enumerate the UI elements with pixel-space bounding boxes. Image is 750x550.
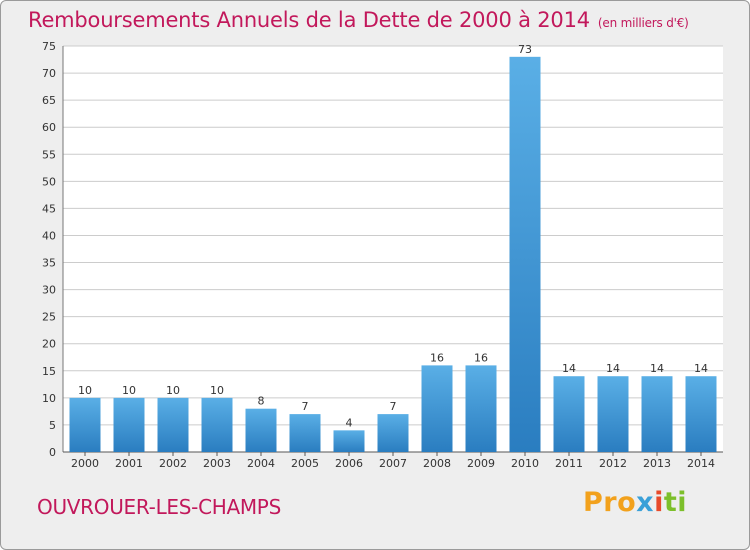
x-tick-label: 2004 — [247, 457, 275, 470]
data-label: 7 — [302, 400, 309, 413]
bar — [333, 430, 365, 452]
bar — [245, 408, 277, 452]
bar — [69, 397, 101, 452]
bar — [201, 397, 233, 452]
data-label: 7 — [390, 400, 397, 413]
bar — [465, 365, 497, 452]
y-tick-label: 15 — [42, 365, 56, 378]
x-tick-label: 2009 — [467, 457, 495, 470]
data-label: 14 — [650, 362, 664, 375]
data-label: 73 — [518, 43, 532, 56]
y-tick-label: 20 — [42, 338, 56, 351]
bar — [289, 414, 321, 452]
x-tick-label: 2012 — [599, 457, 627, 470]
chart-title: Remboursements Annuels de la Dette de 20… — [28, 8, 689, 32]
data-label: 4 — [346, 416, 353, 429]
y-tick-label: 30 — [42, 284, 56, 297]
x-tick-label: 2002 — [159, 457, 187, 470]
bar — [553, 376, 585, 452]
y-tick-label: 0 — [49, 446, 56, 459]
data-label: 8 — [258, 395, 265, 408]
x-tick-label: 2001 — [115, 457, 143, 470]
bar — [157, 397, 189, 452]
x-tick-label: 2000 — [71, 457, 99, 470]
x-tick-label: 2011 — [555, 457, 583, 470]
bar — [421, 365, 453, 452]
y-tick-label: 10 — [42, 392, 56, 405]
x-tick-label: 2013 — [643, 457, 671, 470]
data-label: 16 — [474, 351, 488, 364]
data-label: 10 — [166, 384, 180, 397]
x-tick-label: 2005 — [291, 457, 319, 470]
y-tick-label: 70 — [42, 67, 56, 80]
commune-name: OUVROUER-LES-CHAMPS — [37, 495, 281, 519]
x-tick-label: 2008 — [423, 457, 451, 470]
data-label: 14 — [606, 362, 620, 375]
data-label: 16 — [430, 351, 444, 364]
data-label: 10 — [210, 384, 224, 397]
proxiti-logo: Proxiti — [583, 487, 688, 518]
y-tick-label: 60 — [42, 121, 56, 134]
y-tick-label: 40 — [42, 229, 56, 242]
y-tick-label: 45 — [42, 202, 56, 215]
chart-subtitle: (en milliers d'€) — [597, 16, 689, 30]
y-tick-label: 65 — [42, 94, 56, 107]
bar — [685, 376, 717, 452]
y-tick-label: 75 — [42, 40, 56, 53]
x-tick-label: 2006 — [335, 457, 363, 470]
data-label: 14 — [562, 362, 576, 375]
y-tick-label: 50 — [42, 175, 56, 188]
data-label: 10 — [78, 384, 92, 397]
bar — [509, 56, 541, 453]
data-label: 14 — [694, 362, 708, 375]
y-tick-label: 25 — [42, 311, 56, 324]
x-tick-label: 2007 — [379, 457, 407, 470]
bar — [597, 376, 629, 452]
data-label: 10 — [122, 384, 136, 397]
y-tick-label: 55 — [42, 148, 56, 161]
x-tick-label: 2014 — [687, 457, 715, 470]
bar — [113, 397, 145, 452]
bar — [641, 376, 673, 452]
y-tick-label: 35 — [42, 257, 56, 270]
x-tick-label: 2003 — [203, 457, 231, 470]
bar — [377, 414, 409, 452]
y-tick-label: 5 — [49, 419, 56, 432]
x-tick-label: 2010 — [511, 457, 539, 470]
